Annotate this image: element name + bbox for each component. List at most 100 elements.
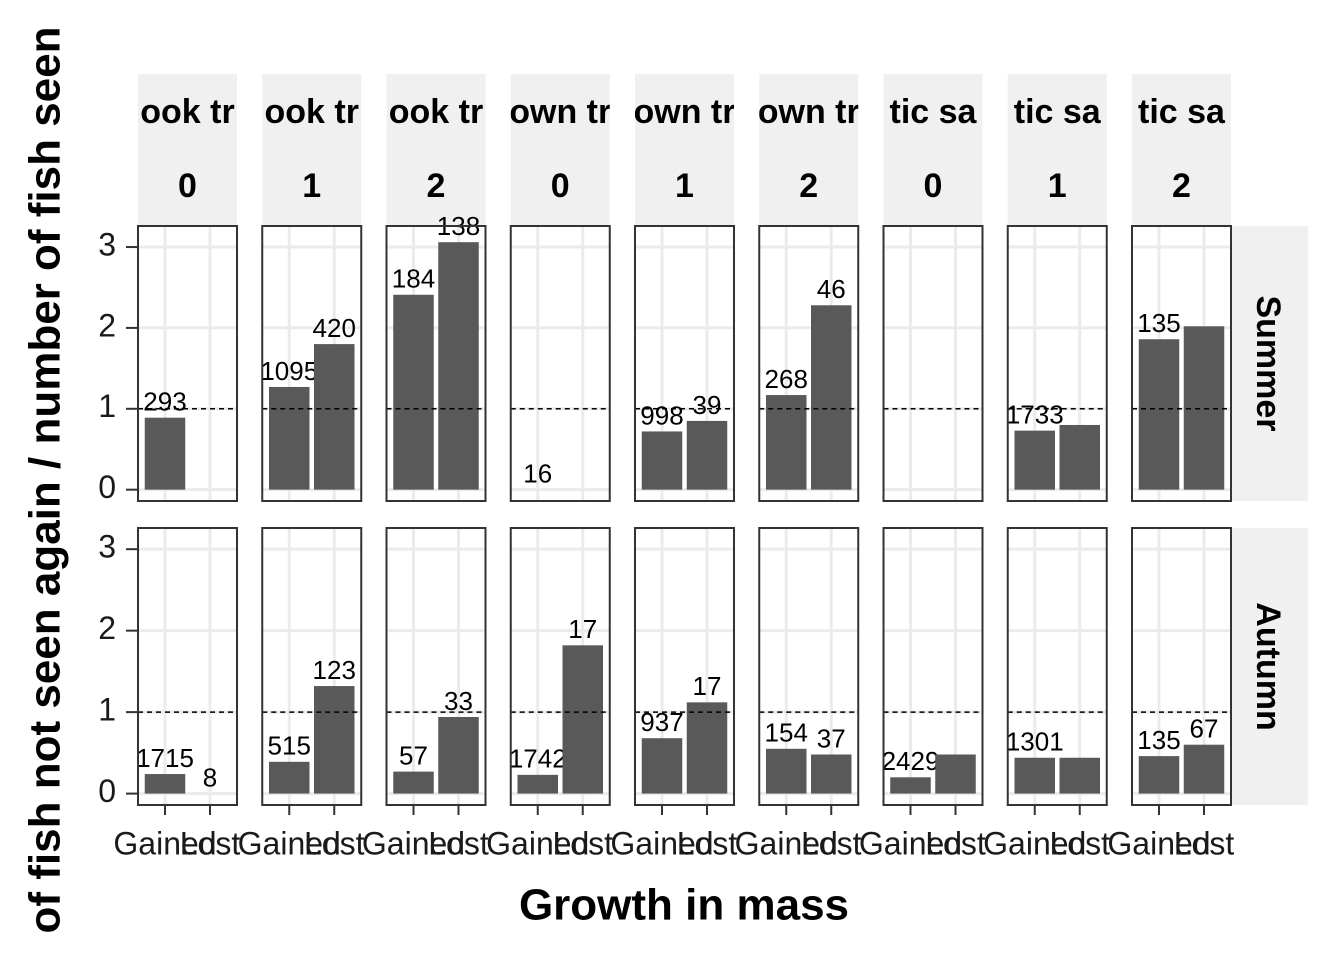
x-tick-label: Gained — [362, 825, 465, 861]
panel-border — [1006, 527, 1108, 806]
strip: tic sa 0 — [890, 93, 978, 205]
bar-label: 998 — [640, 400, 683, 430]
strip-background — [635, 74, 734, 225]
strip-group: 1 — [1048, 167, 1067, 205]
bar — [686, 420, 728, 490]
x-tick-label: Lost — [180, 825, 241, 861]
bar-label: 154 — [765, 718, 808, 748]
strip-label: ook tr — [140, 93, 234, 131]
x-tick-label: Gained — [113, 825, 216, 861]
bar-label: 1733 — [1006, 400, 1064, 430]
x-tick-label: Gained — [238, 825, 341, 861]
panel-border — [385, 527, 487, 806]
panel-background — [883, 226, 983, 501]
strip-label: own tr — [509, 93, 611, 131]
y-tick-label: 2 — [98, 307, 116, 343]
y-tick-label: 3 — [98, 226, 116, 262]
panel-background — [510, 226, 610, 501]
strip-group: 1 — [675, 167, 694, 205]
bar — [811, 754, 852, 794]
x-tick-label: Gained — [1107, 825, 1210, 861]
strip-background — [759, 74, 859, 225]
panel-border — [758, 527, 860, 806]
bar-label: 57 — [399, 740, 428, 770]
y-tick-label: 3 — [98, 529, 116, 565]
bar — [641, 738, 683, 794]
x-tick-label: Lost — [428, 825, 489, 861]
strip-label: tic sa — [1138, 93, 1226, 131]
bar — [1059, 424, 1100, 490]
bar — [144, 774, 186, 794]
bar-label: 123 — [313, 655, 356, 685]
y-tick-label: 1 — [98, 388, 116, 424]
bar — [314, 344, 355, 490]
strip: tic sa 2 — [1138, 93, 1226, 205]
y-tick-label: 1 — [98, 692, 116, 728]
y-tick-label: 0 — [98, 469, 116, 505]
bar — [438, 717, 479, 794]
bar — [1059, 757, 1100, 794]
bar — [935, 754, 976, 794]
bar — [517, 774, 558, 794]
panel-border — [509, 527, 611, 806]
y-axis-title: of fish not seen again / number of fish … — [21, 26, 70, 933]
bar — [269, 386, 310, 490]
strip-background — [883, 74, 983, 225]
x-axis-title: Growth in mass — [519, 881, 849, 930]
x-tick-label: Gained — [859, 825, 962, 861]
panel-border — [882, 527, 984, 806]
strip-label: ook tr — [265, 93, 359, 131]
bar — [641, 431, 683, 490]
bar — [890, 777, 931, 794]
bar-label: 1301 — [1006, 727, 1064, 757]
bar — [562, 645, 603, 794]
strip-background — [262, 74, 362, 225]
x-tick-label: Lost — [304, 825, 365, 861]
strip: own tr 0 — [509, 93, 611, 205]
strip-group: 2 — [799, 167, 818, 205]
bar-label: 17 — [693, 671, 722, 701]
x-tick-label: Lost — [677, 825, 738, 861]
bar — [314, 686, 355, 794]
bar — [144, 417, 186, 490]
bar-label: 46 — [817, 274, 846, 304]
panel-border — [261, 225, 363, 502]
y-tick-label: 0 — [98, 773, 116, 809]
bar-label: 420 — [313, 313, 356, 343]
strip-group: 2 — [427, 167, 446, 205]
strip-background — [386, 74, 486, 225]
strip-label: own tr — [758, 93, 860, 131]
bar — [1183, 326, 1225, 490]
bar-label: 37 — [817, 723, 846, 753]
bar-label: 1715 — [136, 743, 194, 773]
bar — [811, 305, 852, 490]
bar-label: 515 — [268, 731, 311, 761]
bar — [686, 702, 728, 794]
strip-label: ook tr — [389, 93, 483, 131]
panel-border — [634, 225, 735, 502]
panel-background — [138, 528, 237, 805]
strip-label: tic sa — [1014, 93, 1102, 131]
bar-label: 184 — [392, 264, 435, 294]
bar — [766, 395, 807, 490]
bar-label: 135 — [1137, 308, 1180, 338]
row-strip-label: Summer — [1249, 295, 1287, 431]
strip: own tr 1 — [635, 93, 734, 205]
x-tick-label: Gained — [486, 825, 589, 861]
panel-border — [1131, 527, 1232, 806]
row-strip-label: Autumn — [1249, 602, 1287, 730]
bar-label: 2429 — [882, 746, 940, 776]
x-tick-label: Gained — [610, 825, 713, 861]
strip-label: tic sa — [890, 93, 978, 131]
bar — [1014, 430, 1055, 490]
bar-label: 268 — [765, 364, 808, 394]
bar — [269, 761, 310, 794]
strip-group: 2 — [1172, 167, 1191, 205]
bar-label: 16 — [523, 459, 552, 489]
x-tick-label: Lost — [1050, 825, 1111, 861]
bar-label: 8 — [203, 762, 217, 792]
panel-border — [634, 527, 735, 806]
x-tick-label: Lost — [1174, 825, 1235, 861]
